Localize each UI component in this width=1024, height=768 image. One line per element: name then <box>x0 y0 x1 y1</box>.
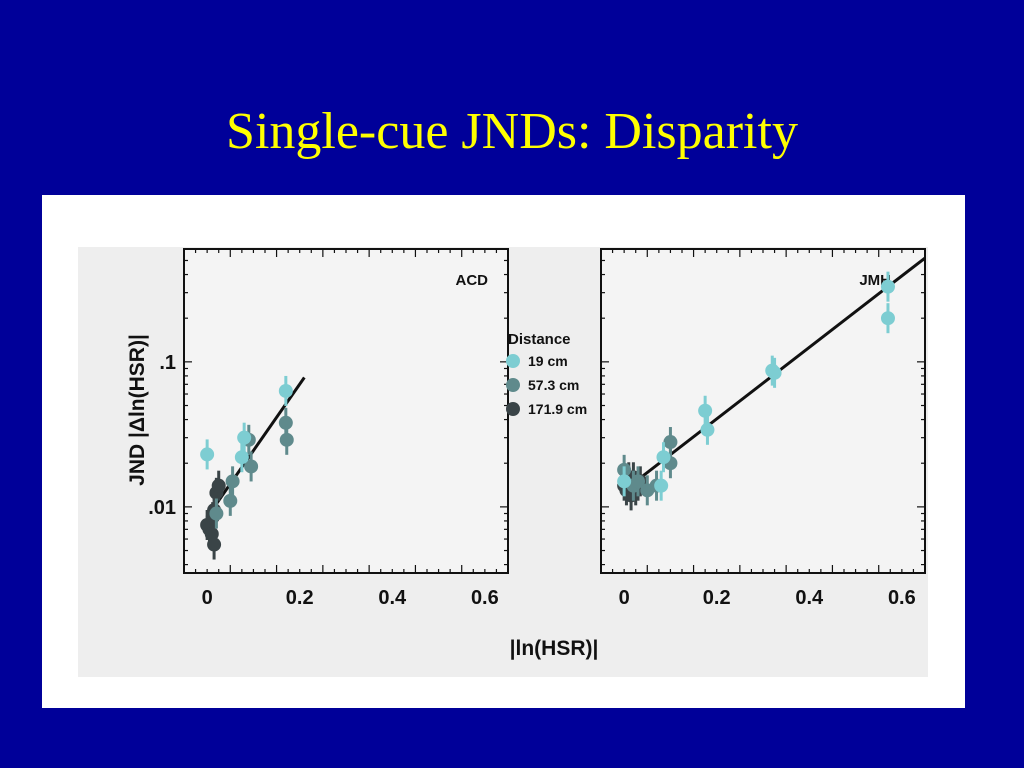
legend-swatch <box>506 402 520 416</box>
data-point <box>223 493 238 508</box>
figure-panel: 0 0.2 0.4 0.6.01.1 ACD 0 0.2 0.4 0.6 JMH JND |Δln(… <box>42 195 965 708</box>
legend-label: 171.9 cm <box>528 401 587 417</box>
legend-label: 19 cm <box>528 353 568 369</box>
data-point <box>209 506 224 521</box>
plot-area <box>184 249 508 573</box>
y-axis-label: JND |Δln(HSR)| <box>126 334 149 486</box>
x-tick-label: 0.4 <box>378 587 407 609</box>
data-point <box>211 478 226 493</box>
legend-swatch <box>506 378 520 392</box>
data-point <box>278 383 293 398</box>
x-tick-label: 0.2 <box>703 587 731 609</box>
data-point <box>656 450 671 465</box>
x-tick-label: 0.2 <box>286 587 314 609</box>
legend-label: 57.3 cm <box>528 377 579 393</box>
data-point <box>234 450 249 465</box>
data-point <box>880 279 895 294</box>
data-point <box>880 311 895 326</box>
data-point <box>279 432 294 447</box>
data-point <box>767 365 782 380</box>
x-tick-label: 0 <box>202 587 213 609</box>
data-point <box>237 430 252 445</box>
data-point <box>654 478 669 493</box>
x-tick-label: 0.6 <box>471 587 499 609</box>
x-axis-label: |ln(HSR)| <box>510 637 599 660</box>
data-point <box>225 474 240 489</box>
legend-swatch <box>506 354 520 368</box>
data-point <box>663 435 678 450</box>
legend-title: Distance <box>508 331 571 348</box>
data-point <box>207 537 222 552</box>
y-tick-label: .01 <box>148 497 176 519</box>
data-point <box>200 447 215 462</box>
slide-title: Single-cue JNDs: Disparity <box>226 103 798 160</box>
data-point <box>631 474 646 489</box>
panel-label: ACD <box>456 272 489 289</box>
plot-area <box>601 249 925 573</box>
x-tick-label: 0.4 <box>795 587 824 609</box>
data-point <box>617 474 632 489</box>
data-point <box>698 403 713 418</box>
x-tick-label: 0.6 <box>888 587 916 609</box>
x-tick-label: 0 <box>619 587 630 609</box>
data-point <box>278 415 293 430</box>
y-tick-label: .1 <box>159 352 176 374</box>
fit-line <box>205 376 306 518</box>
data-point <box>244 459 259 474</box>
data-point <box>700 422 715 437</box>
